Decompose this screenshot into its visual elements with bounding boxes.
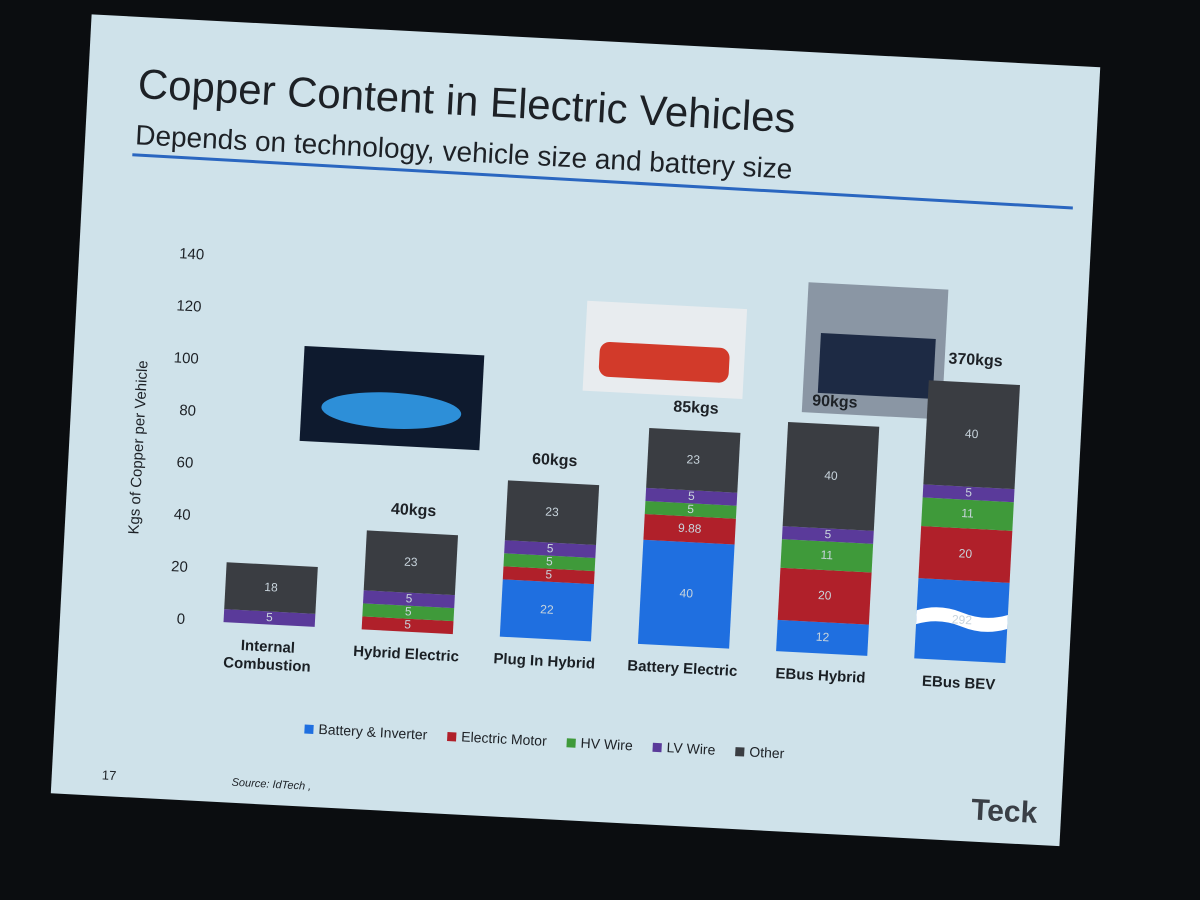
x-tick-label: Internal Combustion xyxy=(222,637,312,676)
total-label: 60kgs xyxy=(532,451,578,470)
segment-label: 23 xyxy=(545,505,559,520)
y-tick-label: 140 xyxy=(179,245,205,263)
total-label: 90kgs xyxy=(812,392,858,411)
y-tick-label: 60 xyxy=(176,454,194,472)
segment-label: 18 xyxy=(264,580,278,595)
photo-taxi-body xyxy=(598,341,730,383)
bar-segment xyxy=(780,539,874,573)
segment-label: 5 xyxy=(545,567,553,581)
segment-label: 5 xyxy=(405,591,413,605)
bar-segment xyxy=(363,530,459,596)
page-number: 17 xyxy=(101,767,116,783)
axis-break xyxy=(916,607,1008,632)
segment-label: 23 xyxy=(686,452,700,467)
x-tick-label-box: EBus BEV xyxy=(922,673,996,694)
bar-segment xyxy=(644,500,737,519)
segment-label: 12 xyxy=(815,630,829,645)
logo: Teck xyxy=(970,793,1038,829)
x-tick-label-box: EBus Hybrid xyxy=(775,665,866,687)
bar-segment xyxy=(362,603,455,622)
segment-label: 40 xyxy=(965,427,979,442)
x-tick-label-box: Battery Electric xyxy=(627,657,738,680)
segment-label: 11 xyxy=(820,548,833,563)
y-tick-label: 0 xyxy=(176,611,185,628)
segment-label: 5 xyxy=(546,541,554,555)
segment-label: 292 xyxy=(952,612,973,627)
segment-label: 40 xyxy=(824,468,838,483)
legend-label: HV Wire xyxy=(580,735,633,754)
segment-label: 23 xyxy=(404,555,418,570)
segment-label: 11 xyxy=(961,506,974,521)
total-label: 370kgs xyxy=(948,350,1003,370)
legend-swatch xyxy=(304,724,314,734)
bar-segment xyxy=(224,562,318,614)
segment-label: 40 xyxy=(679,586,693,601)
bar-segment xyxy=(923,380,1020,490)
bar-segment xyxy=(922,484,1015,503)
bar-segment xyxy=(781,526,874,544)
legend-label: Electric Motor xyxy=(461,728,548,748)
bar-segment xyxy=(646,428,741,493)
y-tick-label: 80 xyxy=(179,402,197,420)
bar-segment xyxy=(504,480,600,546)
legend-swatch xyxy=(652,742,662,753)
segment-label: 9.88 xyxy=(678,521,702,536)
y-tick-label: 40 xyxy=(173,506,191,524)
title-rule xyxy=(132,153,1073,210)
segment-label: 5 xyxy=(266,610,274,624)
segment-label: 22 xyxy=(540,602,554,617)
x-tick-label-box: Hybrid Electric xyxy=(353,643,460,666)
photo-bus-body xyxy=(817,332,936,399)
legend-swatch xyxy=(447,731,457,742)
x-tick-label-box: Plug In Hybrid xyxy=(493,650,595,672)
segment-label: 5 xyxy=(405,604,413,618)
bar-segment xyxy=(645,487,738,506)
bar-segment xyxy=(361,616,454,635)
segment-label: 5 xyxy=(404,617,412,631)
segment-label: 5 xyxy=(546,554,554,568)
legend-label: Battery & Inverter xyxy=(318,721,428,743)
x-tick-label-box: Internal Combustion xyxy=(222,637,312,676)
legend-swatch xyxy=(735,747,745,757)
bar-segment xyxy=(503,553,596,572)
y-tick-label: 100 xyxy=(173,349,199,367)
segment-label: 5 xyxy=(824,527,832,541)
legend-swatch xyxy=(566,738,576,748)
segment-label: 20 xyxy=(958,546,972,561)
source: Source: IdTech , xyxy=(231,777,311,793)
photo-car-body xyxy=(321,392,462,429)
bar-segment xyxy=(921,497,1014,531)
total-label: 85kgs xyxy=(673,399,719,418)
segment-label: 5 xyxy=(687,502,695,516)
total-label: 40kgs xyxy=(390,501,436,520)
segment-label: 5 xyxy=(965,485,973,499)
bar-segment xyxy=(499,579,594,642)
y-tick-label: 120 xyxy=(176,297,202,315)
slide: Copper Content in Electric Vehicles Depe… xyxy=(50,14,1101,847)
bar-segment xyxy=(643,513,736,545)
bar-segment xyxy=(777,567,872,625)
bar-segment xyxy=(637,539,735,649)
bar-segment xyxy=(223,609,316,627)
y-tick-label: 20 xyxy=(171,558,189,576)
bar-segment xyxy=(918,526,1013,583)
bar-segment xyxy=(502,566,595,585)
bar-segment xyxy=(782,421,880,531)
legend-label: Other xyxy=(749,744,785,762)
legend-label: LV Wire xyxy=(666,739,716,758)
bar-segment xyxy=(776,619,869,656)
bar-segment xyxy=(363,590,455,609)
bar-segment xyxy=(504,540,597,559)
segment-label: 20 xyxy=(818,588,832,603)
segment-label: 5 xyxy=(688,489,696,503)
